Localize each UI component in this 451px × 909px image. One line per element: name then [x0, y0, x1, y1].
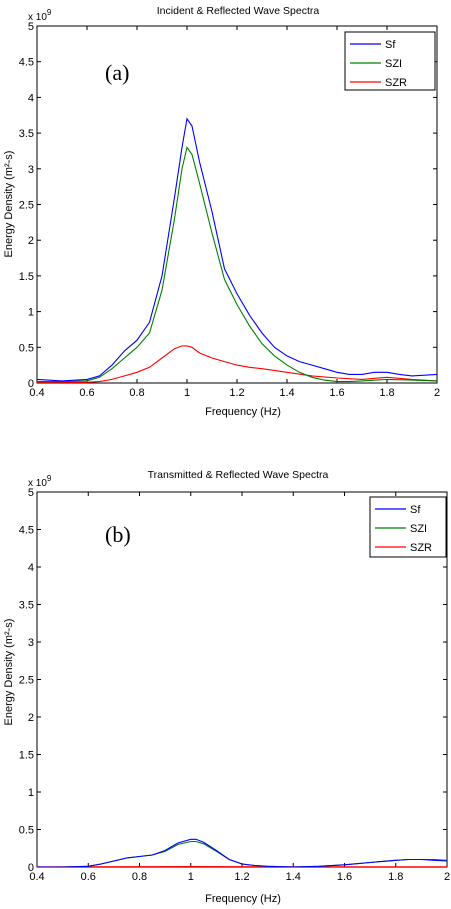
legend-box: [344, 31, 436, 91]
y-multiplier: x 109: [28, 474, 52, 489]
y-tick-label: 3: [28, 637, 34, 649]
legend-label: Sf: [410, 504, 421, 516]
legend-label: SZI: [410, 523, 427, 535]
series-line-sf: [37, 838, 447, 867]
y-tick-label: 2.5: [19, 675, 34, 687]
y-tick-label: 3.5: [19, 600, 34, 612]
y-tick-label: 2.5: [19, 200, 34, 212]
y-tick-label: 4.5: [19, 57, 34, 69]
y-tick-label: 2: [28, 235, 34, 247]
x-tick-label: 0.6: [81, 871, 96, 883]
x-tick-label: 0.4: [29, 387, 44, 399]
y-tick-label: 5: [28, 487, 34, 499]
y-tick-label: 1: [28, 787, 34, 799]
y-tick-label: 0: [28, 378, 34, 390]
y-tick-label: 1.5: [19, 750, 34, 762]
y-tick-label: 0.5: [19, 342, 34, 354]
y-tick-label: 1: [28, 307, 34, 319]
legend-label: SZI: [385, 58, 402, 70]
legend-label: Sf: [385, 39, 396, 51]
x-tick-label: 0.6: [79, 387, 94, 399]
x-tick-label: 0.8: [129, 387, 144, 399]
chart-panel-a: Incident & Reflected Wave Spectra x 109 …: [3, 5, 440, 418]
y-tick-label: 3.5: [19, 128, 34, 140]
x-tick-label: 0.8: [132, 871, 147, 883]
chart-title: Incident & Reflected Wave Spectra: [157, 5, 320, 17]
x-tick-label: 1.6: [329, 387, 344, 399]
chart-title: Transmitted & Reflected Wave Spectra: [148, 469, 329, 481]
series-line-szr: [37, 345, 437, 383]
x-tick-label: 1.2: [234, 871, 249, 883]
x-tick-label: 1.6: [337, 871, 352, 883]
x-tick-label: 2: [444, 871, 450, 883]
y-tick-label: 0.5: [19, 825, 34, 837]
x-axis-label: Frequency (Hz): [205, 406, 281, 418]
y-tick-label: 4: [28, 92, 34, 104]
y-tick-label: 0: [28, 862, 34, 874]
x-tick-label: 1.8: [388, 871, 403, 883]
y-tick-label: 3: [28, 164, 34, 176]
y-tick-label: 1.5: [19, 271, 34, 283]
legend-label: SZR: [410, 542, 432, 554]
x-tick-label: 1.4: [286, 871, 301, 883]
panel-label: (b): [105, 522, 131, 547]
y-tick-label: 2: [28, 712, 34, 724]
series-line-szi: [37, 146, 437, 383]
y-axis-label: Energy Density (m²-s): [3, 151, 15, 258]
y-tick-label: 4: [28, 562, 34, 574]
chart-panel-b: Transmitted & Reflected Wave Spectra x 1…: [3, 469, 450, 905]
x-tick-label: 0.4: [29, 871, 44, 883]
x-tick-label: 1.4: [279, 387, 294, 399]
y-multiplier: x 109: [28, 8, 52, 23]
y-tick-label: 4.5: [19, 525, 34, 537]
x-tick-label: 2: [434, 387, 440, 399]
x-tick-label: 1: [188, 871, 194, 883]
x-tick-label: 1: [184, 387, 190, 399]
legend-box: [369, 496, 447, 558]
y-axis-label: Energy Density (m²-s): [3, 619, 15, 726]
x-axis-label: Frequency (Hz): [205, 893, 281, 905]
x-tick-label: 1.8: [379, 387, 394, 399]
series-line-sf: [37, 117, 437, 382]
legend-label: SZR: [385, 77, 407, 89]
x-tick-label: 1.2: [229, 387, 244, 399]
panel-label: (a): [105, 60, 129, 85]
y-tick-label: 5: [28, 21, 34, 33]
